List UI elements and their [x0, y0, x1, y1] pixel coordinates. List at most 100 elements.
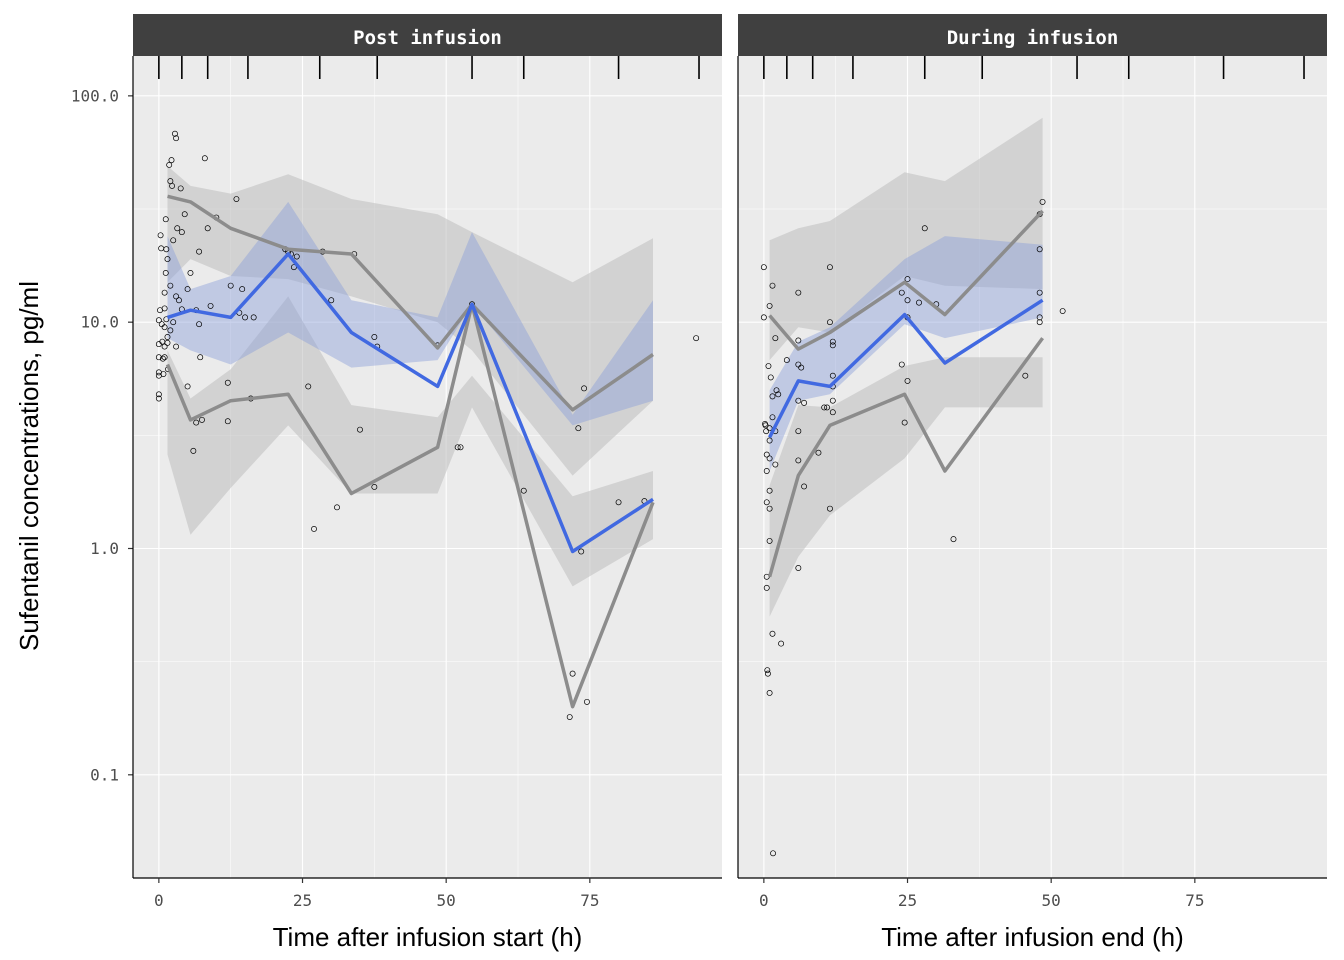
observed-point: [173, 135, 180, 142]
observed-point: [250, 314, 257, 321]
observed-point: [190, 447, 197, 454]
observed-point: [1022, 372, 1029, 379]
x-axis-title: Time after infusion end (h): [881, 922, 1184, 952]
observed-point: [901, 419, 908, 426]
observed-point: [775, 391, 782, 398]
observed-point: [242, 314, 249, 321]
observed-point: [916, 299, 922, 306]
observed-point: [1039, 198, 1046, 205]
observed-point: [795, 428, 802, 435]
observed-point: [826, 319, 833, 326]
observed-point: [161, 305, 168, 312]
y-axis-title: Sufentanil concentrations, pg/ml: [14, 281, 44, 651]
observed-p95-line: [167, 194, 654, 412]
observed-point: [766, 302, 773, 309]
panel-during-infusion: 0 25 50 75 During infusion Time after infusio…: [737, 14, 1327, 952]
observed-point: [763, 428, 770, 435]
observed-point: [764, 667, 771, 674]
x-axis-title: Time after infusion start (h): [273, 922, 583, 952]
median-prediction-band: [769, 236, 1043, 471]
facet-strip-label: Post infusion: [353, 27, 502, 49]
observed-point: [763, 499, 770, 506]
observed-point: [769, 393, 776, 400]
observed-point: [155, 395, 162, 402]
observed-point: [204, 225, 211, 232]
observed-point: [766, 689, 773, 696]
observed-point: [826, 264, 833, 271]
observed-point: [293, 253, 300, 260]
observed-point: [184, 383, 191, 390]
observed-point: [168, 157, 175, 164]
observed-point: [581, 385, 588, 392]
observed-point: [371, 484, 378, 490]
observed-point: [160, 371, 167, 377]
facet-panels: 0 25 50 75 Post infusion Time after infusion …: [132, 14, 1327, 952]
observed-point: [233, 196, 240, 202]
observed-point: [197, 354, 204, 361]
observed-point: [904, 377, 911, 384]
observed-point: [898, 361, 905, 368]
observed-point: [829, 338, 836, 345]
observed-point: [207, 302, 214, 309]
observed-point: [763, 573, 770, 580]
observed-point: [821, 404, 828, 411]
observed-point: [904, 276, 911, 283]
observed-point: [801, 483, 808, 490]
observed-point: [157, 232, 164, 239]
observed-point: [1036, 289, 1043, 296]
observed-point: [457, 444, 464, 451]
x-tick-label: 25: [898, 891, 917, 910]
observed-point: [170, 237, 177, 244]
y-tick-label: 0.1: [90, 765, 119, 784]
observed-point: [829, 397, 836, 404]
observed-point: [569, 670, 576, 677]
observed-point: [357, 426, 363, 433]
observed-point: [778, 640, 785, 647]
observed-point: [166, 162, 173, 168]
y-tick-label: 100.0: [71, 86, 119, 105]
observed-point: [161, 354, 168, 361]
observed-point: [772, 335, 779, 342]
observed-point: [829, 409, 836, 416]
observed-point: [829, 342, 836, 349]
observed-point: [584, 698, 590, 705]
observed-point: [693, 335, 700, 342]
observed-point: [615, 499, 622, 506]
observed-point: [1036, 246, 1043, 253]
observed-point: [328, 297, 335, 304]
observed-p95-line: [768, 209, 1044, 351]
observed-point: [767, 374, 774, 381]
observed-p05-line: [767, 337, 1045, 578]
observed-point: [921, 225, 928, 232]
observed-point: [169, 182, 176, 189]
observed-point: [174, 225, 181, 232]
observed-point: [178, 229, 185, 236]
observed-point: [162, 216, 169, 223]
observed-point: [167, 282, 174, 289]
observed-point: [829, 372, 836, 379]
observed-point: [578, 548, 585, 555]
observed-point: [196, 248, 203, 255]
observed-median-line: [768, 298, 1044, 439]
observed-point: [801, 399, 808, 406]
observed-point: [769, 282, 776, 289]
observed-point: [760, 314, 767, 321]
observed-point: [815, 449, 822, 456]
observed-point: [1036, 314, 1043, 321]
observed-point: [224, 418, 231, 425]
observed-point: [904, 297, 911, 304]
p95-prediction-band: [167, 166, 653, 476]
observed-point: [164, 334, 171, 340]
observed-point: [798, 364, 805, 371]
observed-point: [795, 289, 802, 296]
observed-point: [795, 397, 802, 404]
observed-points: [155, 130, 700, 720]
p95-prediction-band: [769, 117, 1043, 361]
observed-point: [173, 293, 180, 300]
facet-strip: [738, 14, 1327, 56]
observed-point: [1036, 319, 1043, 326]
median-prediction-band: [167, 201, 653, 426]
observed-point: [181, 211, 188, 218]
observed-point: [763, 584, 770, 591]
